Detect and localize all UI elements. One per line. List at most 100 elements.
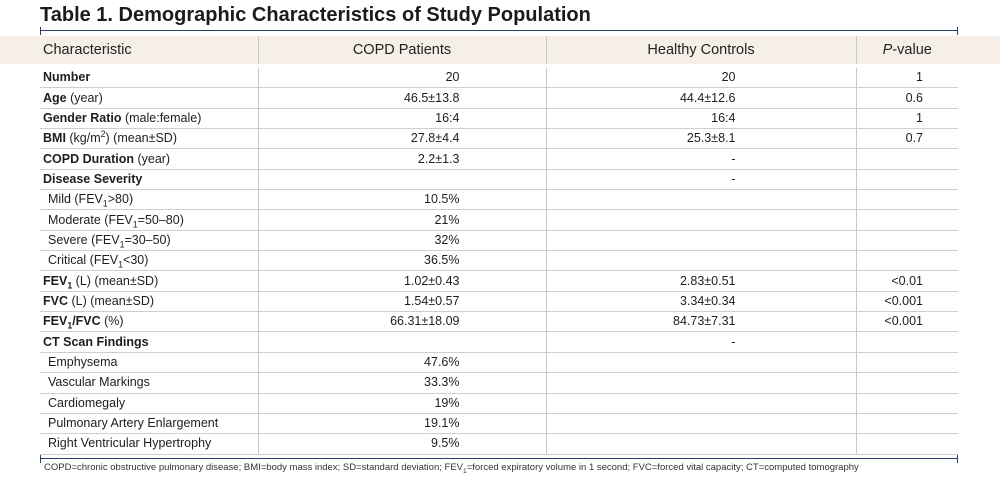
row-label: Moderate (FEV1=50–80) (40, 209, 259, 231)
control-value: - (546, 331, 857, 353)
p-value: <0.001 (856, 311, 958, 333)
row-label: Vascular Markings (40, 372, 259, 394)
table-row: BMI (kg/m2) (mean±SD) 27.8±4.4 25.3±8.1 … (40, 128, 958, 150)
copd-value: 33.3% (258, 372, 547, 394)
row-label: Mild (FEV1>80) (40, 189, 259, 211)
top-rule (40, 27, 958, 35)
p-value: <0.001 (856, 291, 958, 313)
copd-value: 36.5% (258, 250, 547, 272)
header-copd: COPD Patients (258, 36, 547, 67)
copd-value: 2.2±1.3 (258, 148, 547, 170)
control-value: 44.4±12.6 (546, 87, 857, 109)
control-value (546, 352, 857, 374)
table-row: Mild (FEV1>80) 10.5% (40, 189, 958, 211)
copd-value: 16:4 (258, 108, 547, 130)
row-label: Gender Ratio (male:female) (40, 108, 259, 130)
table-row: Moderate (FEV1=50–80) 21% (40, 209, 958, 231)
control-value: 16:4 (546, 108, 857, 130)
row-label: FEV1/FVC (%) (40, 311, 259, 333)
p-value (856, 372, 958, 394)
footnote: COPD=chronic obstructive pulmonary disea… (44, 462, 859, 475)
p-rest: -value (892, 42, 932, 58)
control-value (546, 393, 857, 414)
copd-value: 46.5±13.8 (258, 87, 547, 109)
header-p-value: P-value (856, 36, 958, 67)
demographics-table: Characteristic COPD Patients Healthy Con… (40, 36, 958, 455)
row-label: Right Ventricular Hypertrophy (40, 433, 259, 455)
copd-value: 66.31±18.09 (258, 311, 547, 333)
copd-value: 1.54±0.57 (258, 291, 547, 313)
p-value (856, 230, 958, 252)
row-label: Age (year) (40, 87, 259, 109)
control-value (546, 189, 857, 211)
p-value (856, 189, 958, 211)
p-value (856, 209, 958, 231)
header-controls: Healthy Controls (546, 36, 857, 67)
header-characteristic: Characteristic (40, 36, 259, 67)
copd-value: 47.6% (258, 352, 547, 374)
row-label: Critical (FEV1<30) (40, 250, 259, 272)
control-value (546, 413, 857, 435)
bottom-rule (40, 455, 958, 463)
row-label: BMI (kg/m2) (mean±SD) (40, 128, 259, 150)
table-row: Age (year) 46.5±13.8 44.4±12.6 0.6 (40, 87, 958, 109)
copd-value (258, 169, 547, 191)
copd-value: 10.5% (258, 189, 547, 211)
p-value (856, 393, 958, 414)
p-value: <0.01 (856, 270, 958, 292)
p-italic: P (882, 42, 893, 58)
table-row: Disease Severity - (40, 169, 958, 191)
p-value: 1 (856, 108, 958, 130)
control-value (546, 209, 857, 231)
p-value (856, 331, 958, 353)
copd-value: 9.5% (258, 433, 547, 455)
control-value: 20 (546, 64, 857, 89)
table-row: Emphysema 47.6% (40, 352, 958, 374)
table-row: FEV1/FVC (%) 66.31±18.09 84.73±7.31 <0.0… (40, 311, 958, 333)
p-value (856, 352, 958, 374)
row-label: Emphysema (40, 352, 259, 374)
copd-value (258, 331, 547, 353)
p-value: 1 (856, 64, 958, 89)
table-row: CT Scan Findings - (40, 331, 958, 353)
control-value: - (546, 148, 857, 170)
row-label: CT Scan Findings (40, 331, 259, 353)
table-row: Number 20 20 1 (40, 64, 958, 89)
copd-value: 20 (258, 64, 547, 89)
control-value (546, 372, 857, 394)
copd-value: 21% (258, 209, 547, 231)
control-value: - (546, 169, 857, 191)
row-label: Pulmonary Artery Enlargement (40, 413, 259, 435)
header-row: Characteristic COPD Patients Healthy Con… (40, 36, 958, 67)
p-value: 0.6 (856, 87, 958, 109)
copd-value: 19% (258, 393, 547, 414)
table-title: Table 1. Demographic Characteristics of … (40, 4, 591, 26)
control-value (546, 433, 857, 455)
table-row: FVC (L) (mean±SD) 1.54±0.57 3.34±0.34 <0… (40, 291, 958, 313)
copd-value: 1.02±0.43 (258, 270, 547, 292)
control-value (546, 230, 857, 252)
table-row: Severe (FEV1=30–50) 32% (40, 230, 958, 252)
row-label: Disease Severity (40, 169, 259, 191)
row-label: Cardiomegaly (40, 393, 259, 414)
control-value: 25.3±8.1 (546, 128, 857, 150)
copd-value: 27.8±4.4 (258, 128, 547, 150)
p-value (856, 250, 958, 272)
table-row: FEV1 (L) (mean±SD) 1.02±0.43 2.83±0.51 <… (40, 270, 958, 292)
table-row: Cardiomegaly 19% (40, 393, 958, 414)
table-row: Right Ventricular Hypertrophy 9.5% (40, 433, 958, 455)
p-value (856, 433, 958, 455)
table-row: Gender Ratio (male:female) 16:4 16:4 1 (40, 108, 958, 130)
control-value: 3.34±0.34 (546, 291, 857, 313)
row-label: FVC (L) (mean±SD) (40, 291, 259, 313)
control-value (546, 250, 857, 272)
control-value: 84.73±7.31 (546, 311, 857, 333)
row-label: Severe (FEV1=30–50) (40, 230, 259, 252)
copd-value: 32% (258, 230, 547, 252)
copd-value: 19.1% (258, 413, 547, 435)
p-value (856, 148, 958, 170)
p-value: 0.7 (856, 128, 958, 150)
table-row: Vascular Markings 33.3% (40, 372, 958, 394)
row-label: FEV1 (L) (mean±SD) (40, 270, 259, 292)
table-row: Pulmonary Artery Enlargement 19.1% (40, 413, 958, 435)
